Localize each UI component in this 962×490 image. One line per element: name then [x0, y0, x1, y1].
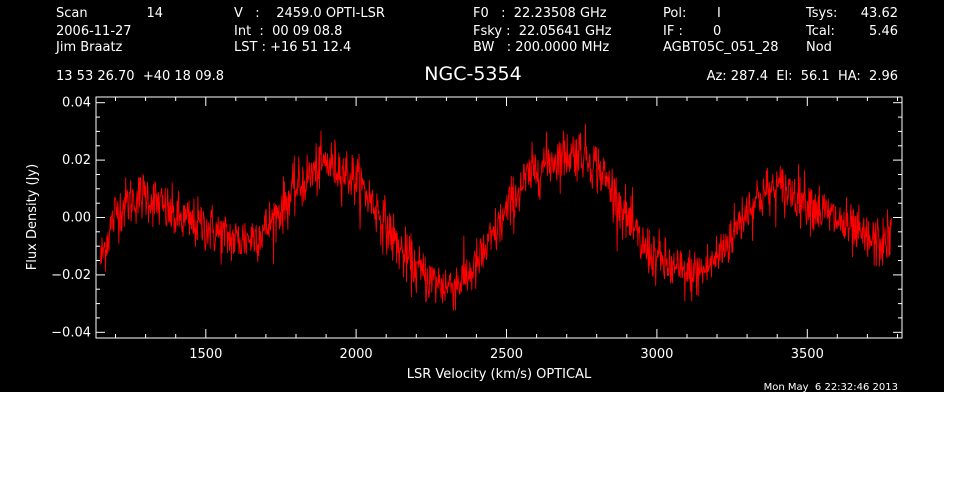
y-tick-label: 0.04 — [62, 96, 91, 111]
spectrum-chart: Scan 14 2006-11-27 Jim Braatz V : 2459.0… — [25, 6, 903, 392]
plot-timestamp: Mon May 6 22:32:46 2013 — [764, 382, 898, 392]
x-axis-label: LSR Velocity (km/s) OPTICAL — [407, 367, 592, 382]
y-tick-label: −0.02 — [51, 268, 91, 283]
x-tick-label: 3000 — [640, 347, 673, 362]
obs-date: 2006-11-27 — [56, 24, 132, 39]
x-tick-label: 2000 — [340, 347, 373, 362]
x-tick-label: 1500 — [189, 347, 222, 362]
bandwidth-line: BW : 200.0000 MHz — [473, 40, 609, 55]
velocity-line: V : 2459.0 OPTI-LSR — [234, 6, 385, 21]
spectrum-panel: Scan 14 2006-11-27 Jim Braatz V : 2459.0… — [0, 0, 944, 392]
scan-value: 14 — [146, 6, 163, 21]
y-tick-label: −0.04 — [51, 325, 91, 340]
spectrum-series-line — [100, 123, 892, 311]
y-tick-label: 0.02 — [62, 153, 91, 168]
polarization-label: Pol: — [663, 6, 686, 21]
if-label: IF : — [663, 24, 683, 39]
scan-label: Scan — [56, 6, 88, 21]
source-coordinates: 13 53 26.70 +40 18 09.8 — [56, 69, 224, 84]
integration-line: Int : 00 09 08.8 — [234, 24, 342, 39]
source-name: NGC-5354 — [424, 63, 521, 85]
tcal-value: 5.46 — [869, 24, 898, 39]
tsys-value: 43.62 — [861, 6, 898, 21]
plot-frame — [95, 96, 903, 339]
pointing-info: Az: 287.4 El: 56.1 HA: 2.96 — [707, 69, 898, 84]
tcal-label: Tcal: — [805, 24, 835, 39]
x-tick-label: 3500 — [791, 347, 824, 362]
x-tick-label: 2500 — [490, 347, 523, 362]
tsys-label: Tsys: — [805, 6, 837, 21]
sky-frequency-line: Fsky : 22.05641 GHz — [473, 24, 612, 39]
if-value: 0 — [713, 24, 721, 39]
polarization-value: I — [717, 6, 721, 21]
y-axis-label: Flux Density (Jy) — [25, 164, 40, 270]
lst-line: LST : +16 51 12.4 — [234, 40, 351, 55]
observer-name: Jim Braatz — [55, 40, 123, 55]
rest-frequency-line: F0 : 22.23508 GHz — [473, 6, 607, 21]
procedure-name: Nod — [806, 40, 832, 55]
plot-area: 1500 2000 2500 3000 3500 −0.04 −0.02 0.00 0.02 0.… — [51, 96, 902, 362]
y-tick-label: 0.00 — [62, 211, 91, 226]
project-id: AGBT05C_051_28 — [663, 40, 779, 55]
